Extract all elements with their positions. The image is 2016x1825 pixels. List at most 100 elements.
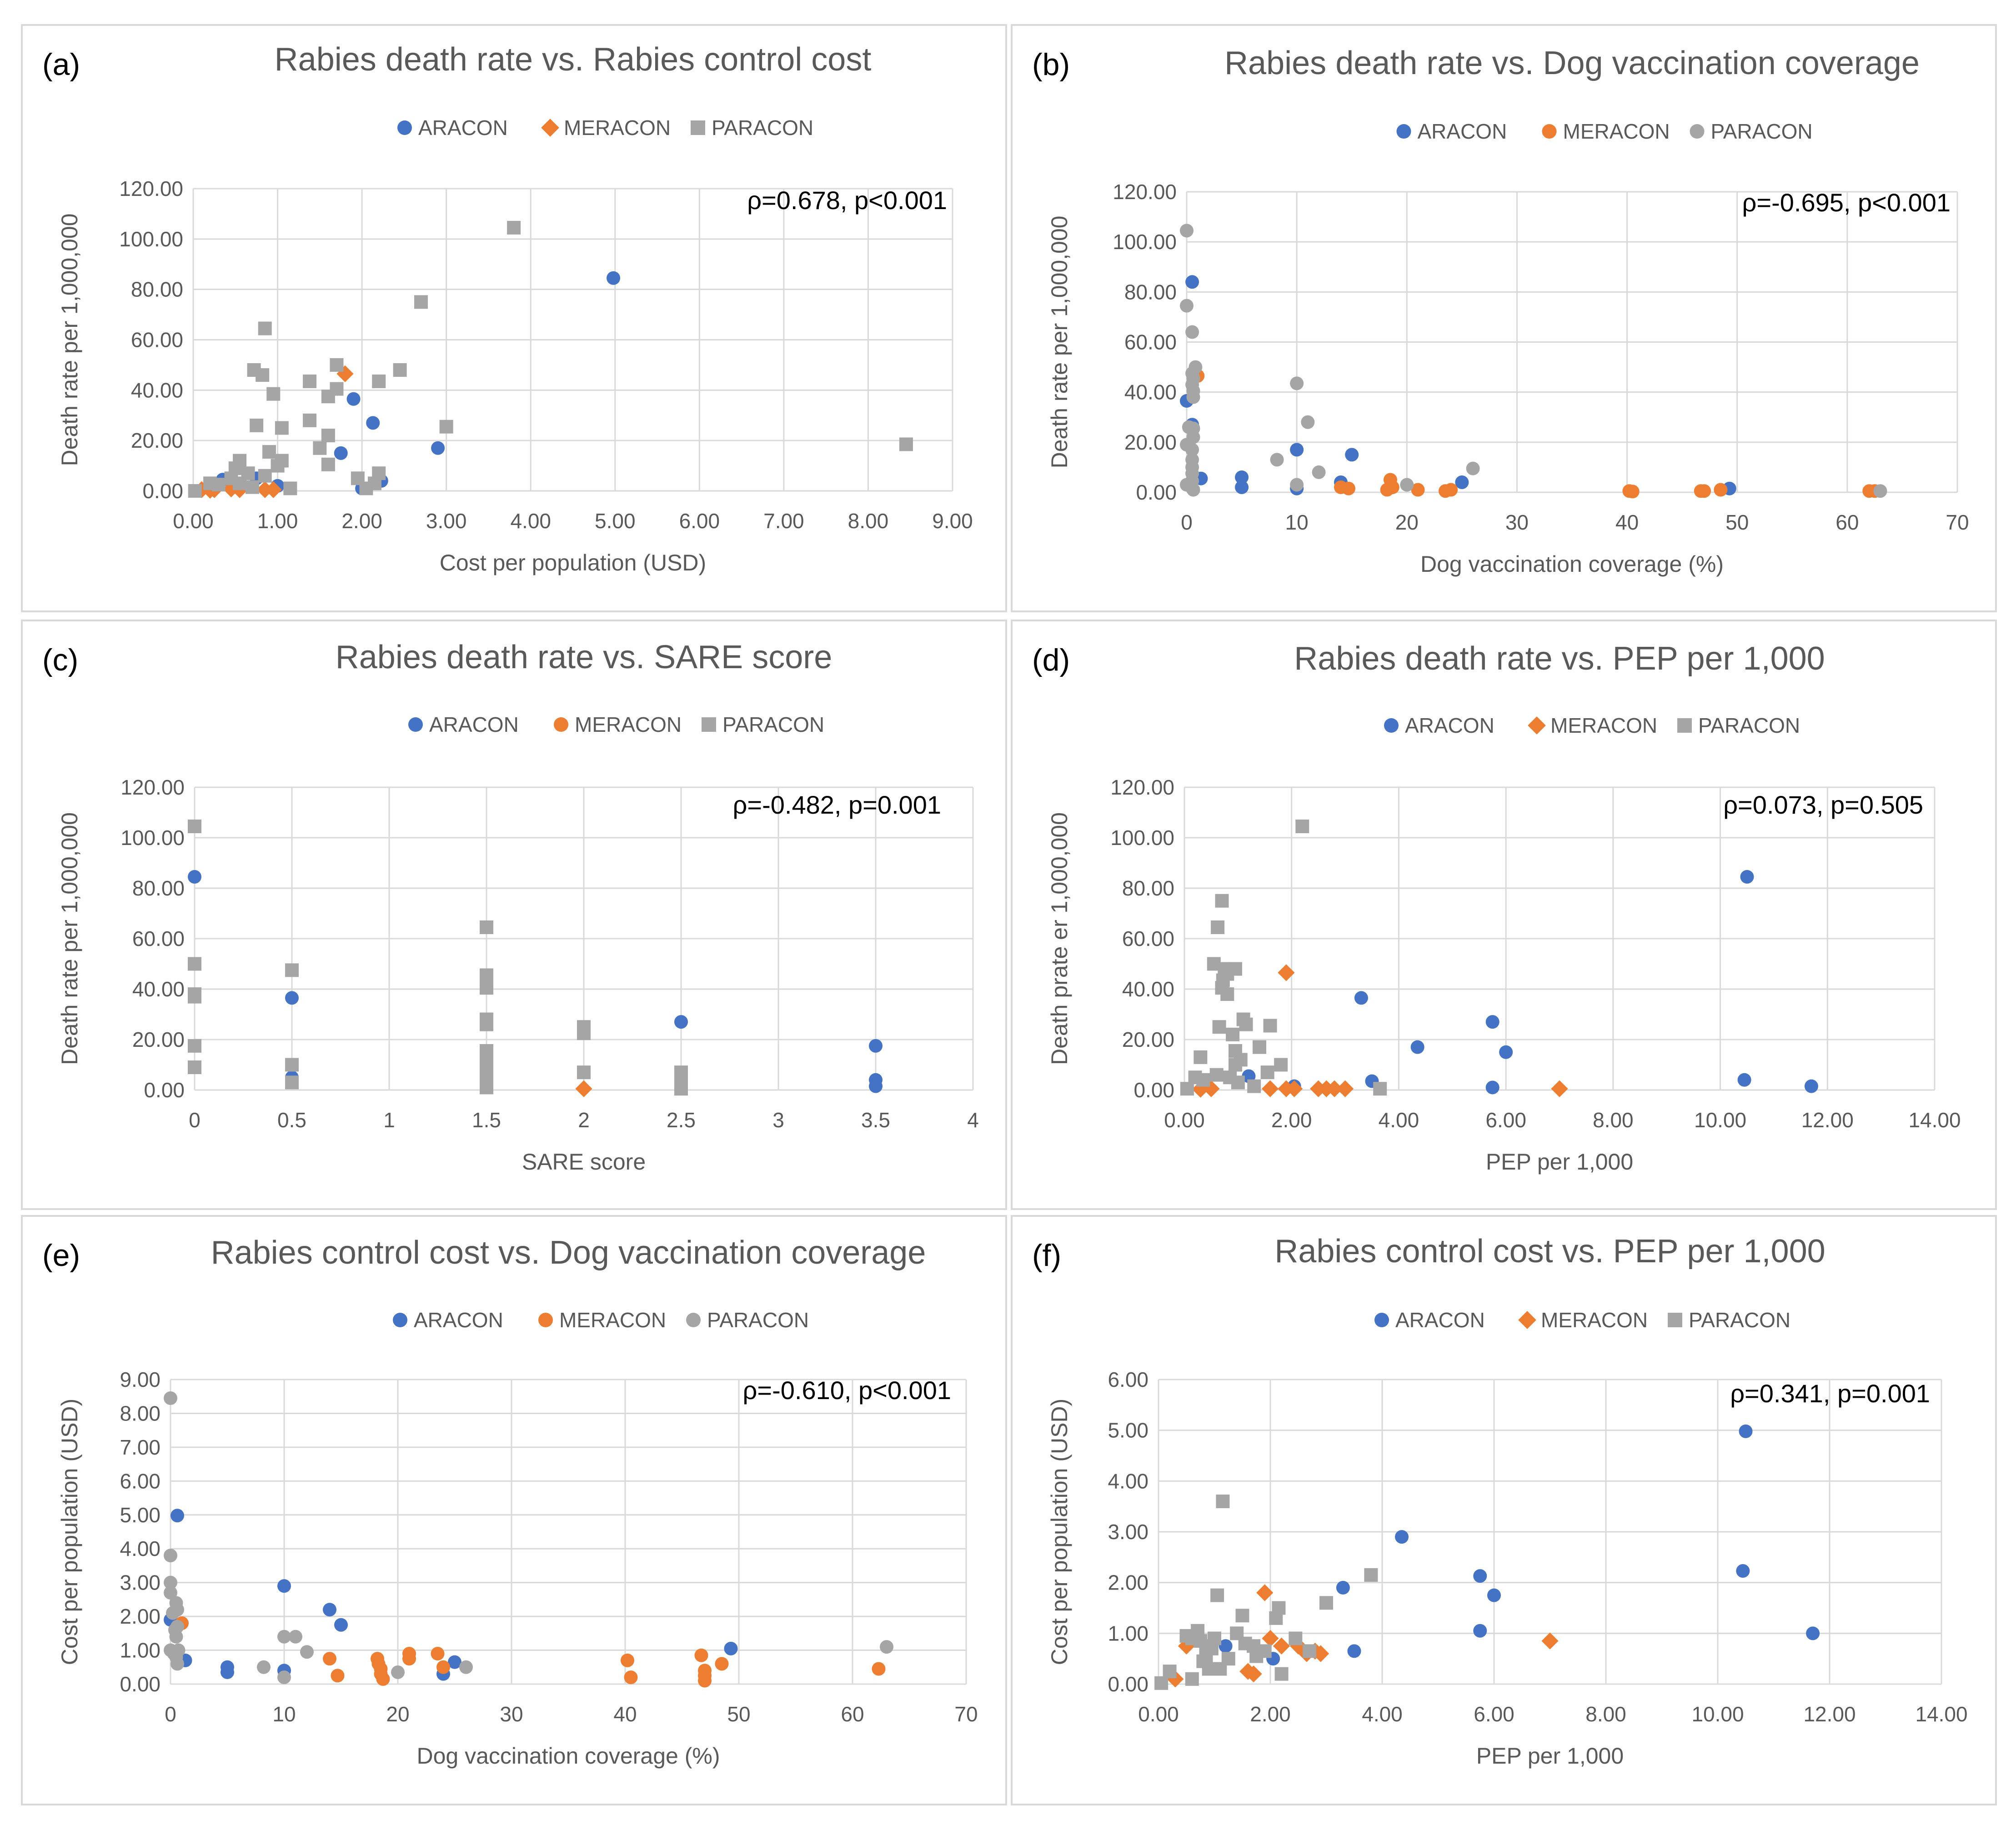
data-point	[164, 1549, 177, 1563]
x-axis-label: Dog vaccination coverage (%)	[417, 1743, 720, 1769]
data-point	[188, 1060, 201, 1075]
legend-marker-paracon	[691, 120, 705, 135]
data-point	[1485, 1080, 1499, 1095]
chart-title: Rabies death rate vs. Dog vaccination co…	[1224, 45, 1920, 81]
data-point	[1208, 1631, 1221, 1645]
data-point	[1163, 1665, 1177, 1679]
x-tick-label: 60	[841, 1702, 864, 1726]
y-tick-label: 0.00	[144, 1078, 185, 1102]
data-point	[266, 387, 281, 401]
x-tick-label: 6.00	[1485, 1108, 1526, 1132]
legend-label-aracon: ARACON	[1395, 1308, 1485, 1332]
data-point	[674, 1082, 688, 1096]
panel-label: (f)	[1032, 1238, 1061, 1273]
legend: ARACON MERACON PARACON	[1384, 714, 1800, 737]
data-point	[1261, 1080, 1279, 1097]
legend-marker-meracon	[1518, 1311, 1536, 1329]
data-point	[277, 1630, 291, 1644]
y-tick-label: 7.00	[120, 1435, 160, 1459]
data-point	[1347, 1644, 1361, 1658]
data-point	[169, 1630, 183, 1644]
data-point	[872, 1662, 886, 1676]
x-tick-label: 0	[165, 1702, 176, 1726]
y-tick-label: 5.00	[120, 1503, 160, 1527]
legend-label-paracon: PARACON	[1689, 1308, 1790, 1332]
series-paracon	[164, 1391, 893, 1685]
panel-border	[21, 24, 1007, 612]
chart-panel-f: (f) Rabies control cost vs. PEP per 1,000…	[1011, 1215, 1997, 1805]
data-point	[698, 1674, 712, 1688]
legend-marker-meracon	[541, 119, 559, 137]
y-tick-label: 4.00	[120, 1537, 160, 1560]
data-point	[1231, 1075, 1245, 1090]
legend: ARACON MERACON PARACON	[1396, 120, 1813, 143]
y-tick-label: 6.00	[120, 1469, 160, 1493]
data-point	[258, 321, 272, 335]
y-tick-label: 0.00	[142, 479, 183, 503]
x-tick-label: 12.00	[1803, 1702, 1856, 1726]
series-paracon	[1180, 820, 1387, 1096]
data-point	[1290, 478, 1304, 492]
data-point	[1364, 1568, 1378, 1582]
panel-border	[21, 1215, 1007, 1805]
panel-label: (c)	[42, 643, 78, 677]
data-point	[880, 1640, 893, 1654]
legend: ARACON MERACON PARACON	[408, 713, 824, 736]
data-point	[1249, 1649, 1264, 1663]
data-point	[1804, 1079, 1818, 1093]
x-axis-label: Dog vaccination coverage (%)	[1420, 551, 1724, 577]
data-point	[1341, 481, 1355, 495]
y-tick-label: 60.00	[1122, 927, 1174, 950]
data-point	[507, 220, 521, 235]
x-tick-label: 1.5	[472, 1108, 501, 1132]
data-point	[869, 1039, 883, 1053]
data-point	[1873, 484, 1887, 498]
panel-border	[21, 620, 1007, 1210]
x-tick-label: 14.00	[1915, 1702, 1967, 1726]
chart-panel-b: (b) Rabies death rate vs. Dog vaccination…	[1011, 24, 1997, 612]
legend: ARACON MERACON PARACON	[1374, 1308, 1790, 1332]
correlation-annotation: ρ=0.678, p<0.001	[747, 186, 947, 215]
data-point	[372, 374, 386, 388]
x-tick-label: 10	[1285, 510, 1309, 534]
data-point	[1180, 299, 1194, 313]
data-point	[321, 390, 335, 404]
x-tick-label: 2.00	[341, 509, 382, 533]
data-point	[391, 1665, 405, 1679]
legend-label-paracon: PARACON	[707, 1308, 809, 1332]
x-tick-label: 14.00	[1908, 1108, 1961, 1132]
data-point	[1180, 1082, 1194, 1096]
x-tick-label: 70	[1946, 510, 1969, 534]
data-point	[331, 1669, 345, 1683]
x-tick-label: 4.00	[1362, 1702, 1403, 1726]
x-tick-label: 4	[967, 1108, 979, 1132]
y-tick-label: 3.00	[120, 1571, 160, 1595]
data-point	[1290, 376, 1304, 390]
y-axis-label: Cost per population (USD)	[57, 1399, 82, 1665]
series-meracon	[1191, 369, 1882, 499]
x-tick-label: 3	[772, 1108, 784, 1132]
x-tick-label: 0.00	[1138, 1702, 1179, 1726]
data-point	[459, 1660, 473, 1674]
data-point	[224, 471, 238, 485]
data-point	[1247, 1079, 1261, 1093]
y-tick-label: 3.00	[1108, 1520, 1148, 1544]
data-point	[221, 1665, 234, 1679]
data-point	[323, 1652, 336, 1666]
data-point	[188, 957, 201, 971]
panel-label: (a)	[42, 47, 80, 82]
data-point	[1260, 1065, 1274, 1080]
x-tick-label: 2.5	[667, 1108, 696, 1132]
data-point	[1180, 478, 1194, 492]
x-tick-label: 40	[1615, 510, 1639, 534]
y-tick-label: 20.00	[132, 1028, 185, 1051]
data-point	[1219, 1639, 1233, 1653]
y-axis-label: Death prate er 1,000,000	[1047, 812, 1072, 1065]
y-tick-label: 80.00	[1122, 876, 1174, 900]
x-tick-label: 8.00	[1593, 1108, 1634, 1132]
data-point	[480, 920, 493, 935]
legend-marker-aracon	[408, 717, 423, 732]
data-point	[431, 441, 445, 455]
data-point	[1289, 1631, 1303, 1645]
data-point	[285, 963, 299, 977]
